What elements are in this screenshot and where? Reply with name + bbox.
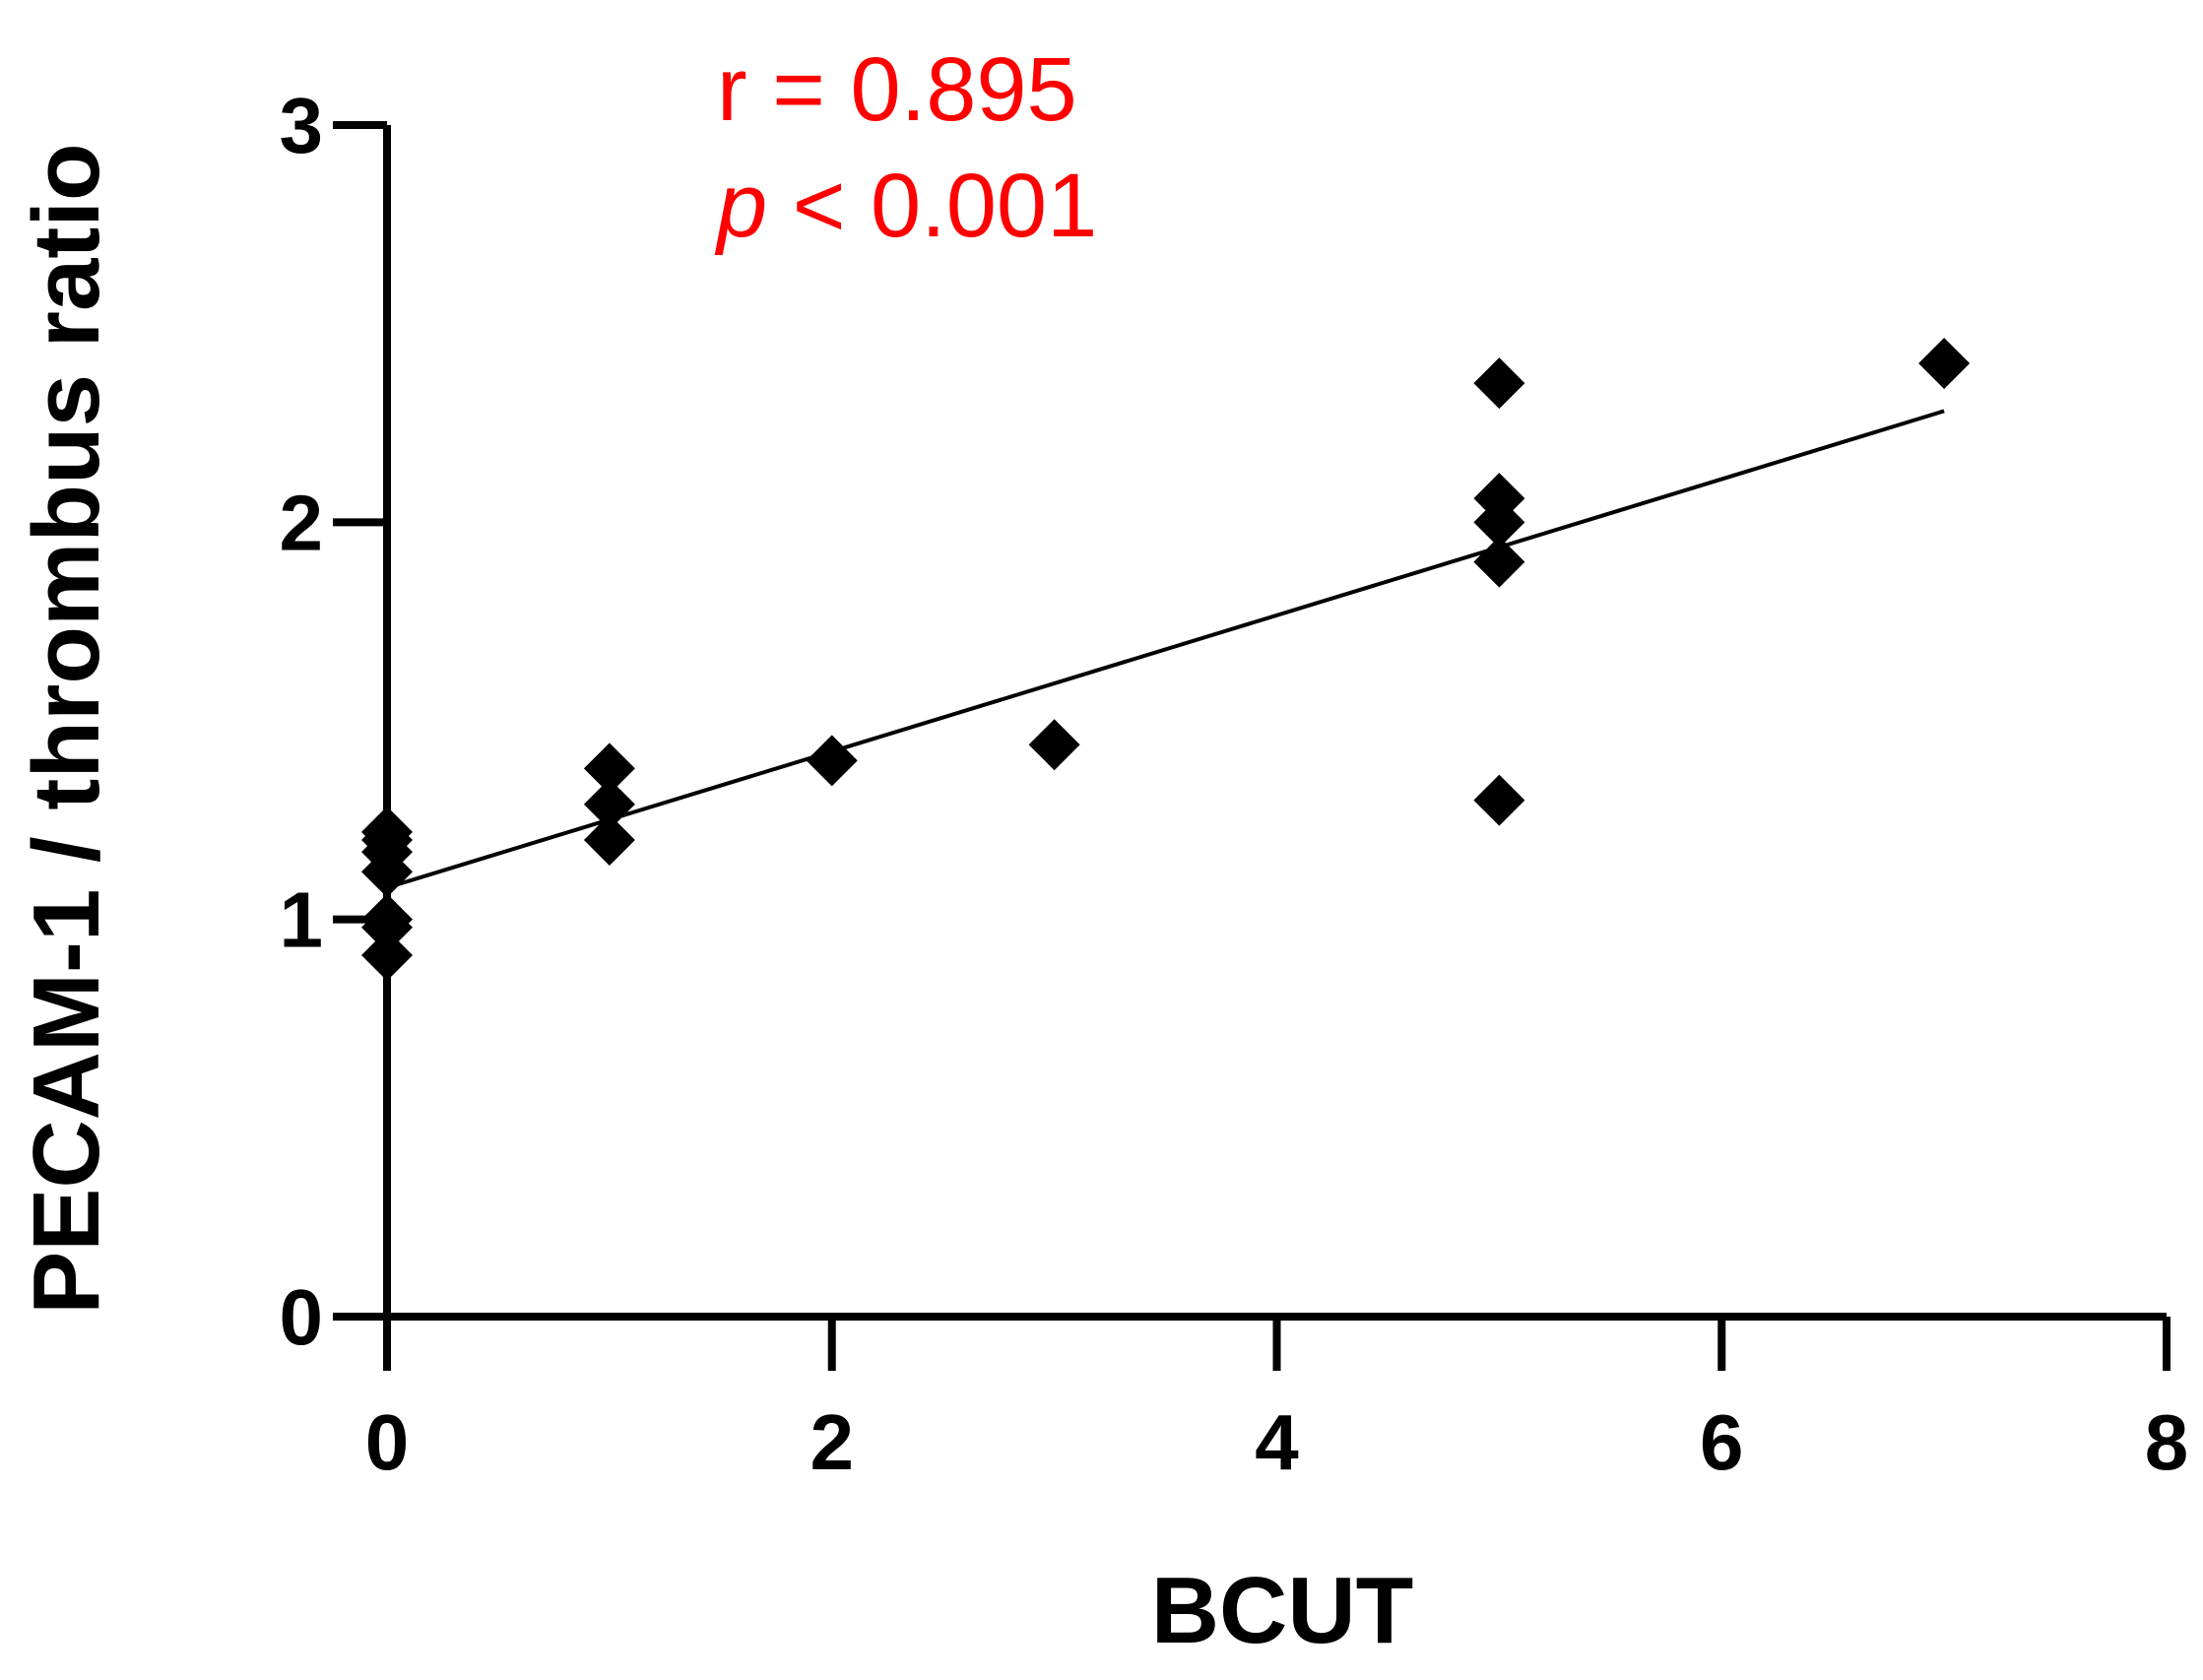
data-point xyxy=(1473,774,1525,826)
data-point xyxy=(806,735,858,787)
data-point xyxy=(1473,536,1525,588)
r-annotation: r = 0.895 xyxy=(717,39,1077,140)
x-axis-title: BCUT xyxy=(1151,1558,1414,1663)
data-point xyxy=(1473,357,1525,410)
x-tick-label: 0 xyxy=(365,1398,410,1486)
data-point xyxy=(1473,473,1525,525)
y-tick-label: 0 xyxy=(280,1273,324,1361)
data-point xyxy=(583,778,635,830)
x-tick-label: 8 xyxy=(2145,1398,2189,1486)
p-symbol: p xyxy=(714,156,767,256)
data-point xyxy=(1918,338,1971,389)
x-tick-label: 4 xyxy=(1255,1398,1299,1486)
p-value: < 0.001 xyxy=(767,156,1097,256)
data-point xyxy=(1028,719,1080,771)
data-point xyxy=(583,743,635,795)
regression-line xyxy=(386,409,1945,890)
p-annotation: p < 0.001 xyxy=(714,156,1097,256)
x-tick-label: 2 xyxy=(810,1398,855,1486)
y-tick-label: 3 xyxy=(280,82,324,169)
y-axis-title: PECAM-1 / thrombus ratio xyxy=(14,143,119,1314)
data-point xyxy=(583,814,635,866)
x-tick-label: 6 xyxy=(1700,1398,1744,1486)
y-tick-label: 1 xyxy=(280,876,324,964)
y-tick-label: 2 xyxy=(280,479,324,566)
